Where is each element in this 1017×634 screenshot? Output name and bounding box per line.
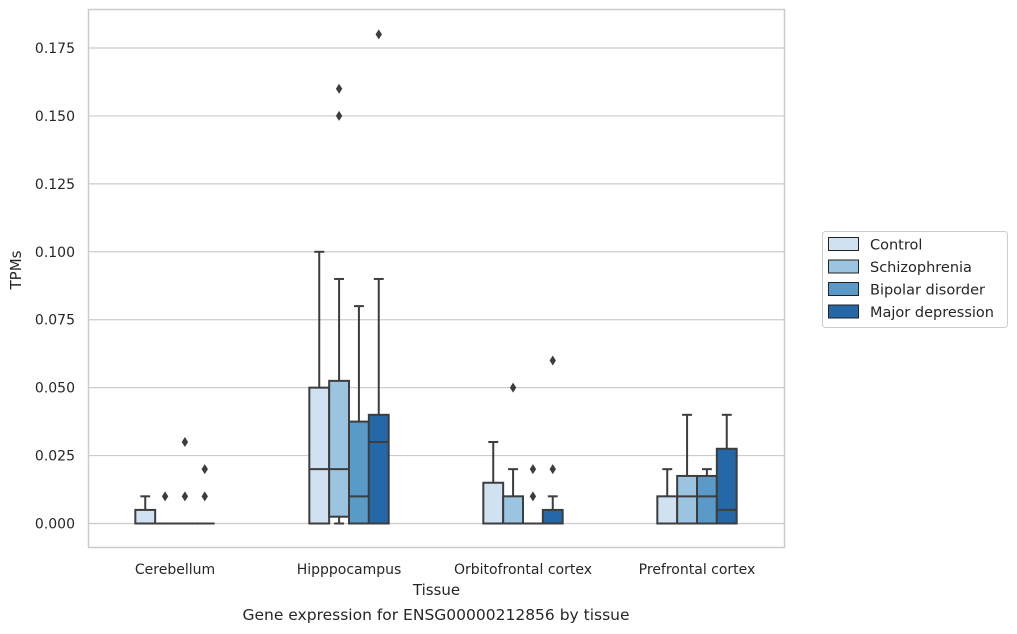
box	[715, 413, 738, 525]
box	[523, 464, 543, 525]
outlier-point	[161, 491, 169, 502]
legend: Control Schizophrenia Bipolar disorder Majo…	[822, 231, 1008, 328]
outlier-point	[201, 491, 208, 502]
box	[656, 468, 679, 525]
box	[541, 355, 564, 525]
box-body	[308, 386, 331, 525]
box	[348, 305, 370, 525]
box-body	[676, 474, 699, 525]
legend-label: Schizophrenia	[870, 260, 972, 276]
x-axis-ticks: Cerebellum Hipppocampus Orbitofrontal cort…	[135, 562, 755, 578]
box-body	[696, 474, 718, 525]
outlier-point	[509, 382, 517, 393]
y-axis-ticks: 0.000 0.025 0.050 0.075 0.100 0.125 0.150 0.175	[35, 41, 75, 533]
box	[328, 83, 351, 525]
outlier-point	[549, 355, 556, 366]
box-body	[328, 379, 351, 518]
legend-swatch	[828, 259, 859, 274]
x-tick-label: Orbitofrontal cortex	[454, 562, 592, 578]
outlier-point	[529, 491, 537, 502]
box-body	[502, 495, 525, 525]
outlier-point	[181, 491, 189, 502]
y-axis-label: TPMs	[7, 250, 25, 290]
legend-label: Control	[870, 238, 922, 254]
outlier-point	[529, 464, 537, 475]
plot-frame	[87, 8, 786, 549]
box-body	[541, 508, 564, 525]
legend-swatch	[828, 304, 859, 319]
box	[367, 29, 390, 525]
legend-swatch	[828, 237, 859, 251]
box-body	[134, 508, 157, 525]
y-tick-label: 0.050	[35, 381, 75, 397]
box	[676, 413, 699, 525]
figure-caption: Gene expression for ENSG00000212856 by t…	[242, 606, 630, 624]
legend-swatch	[828, 282, 859, 296]
y-tick-label: 0.125	[35, 177, 75, 193]
legend-label: Bipolar disorder	[870, 283, 985, 299]
x-tick-label: Hipppocampus	[297, 562, 402, 578]
x-tick-label: Prefrontal cortex	[639, 562, 756, 578]
outlier-point	[335, 83, 343, 94]
box-body	[348, 420, 370, 525]
y-tick-label: 0.150	[35, 109, 75, 125]
y-tick-label: 0.175	[35, 41, 75, 57]
outlier-point	[181, 436, 189, 447]
outlier-point	[375, 29, 382, 40]
box	[134, 495, 157, 525]
box	[502, 382, 525, 525]
y-tick-label: 0.000	[35, 517, 75, 533]
x-axis-label: Tissue	[412, 581, 460, 599]
box	[482, 440, 505, 525]
box	[155, 491, 175, 525]
boxes	[134, 29, 738, 525]
legend-frame	[822, 231, 1008, 328]
box-body	[367, 413, 390, 525]
outlier-point	[201, 464, 208, 475]
outlier-point	[549, 464, 556, 475]
box	[696, 468, 718, 525]
box-body	[656, 495, 679, 525]
y-tick-label: 0.075	[35, 313, 75, 329]
x-tick-label: Cerebellum	[135, 562, 215, 578]
box	[308, 250, 331, 525]
y-tick-label: 0.025	[35, 449, 75, 465]
box-body	[482, 481, 505, 525]
box-body	[715, 447, 738, 525]
gridlines	[88, 47, 784, 525]
legend-label: Major depression	[870, 305, 994, 321]
y-tick-label: 0.100	[35, 245, 75, 261]
outlier-point	[335, 110, 343, 121]
box	[194, 464, 215, 525]
box	[175, 436, 195, 525]
